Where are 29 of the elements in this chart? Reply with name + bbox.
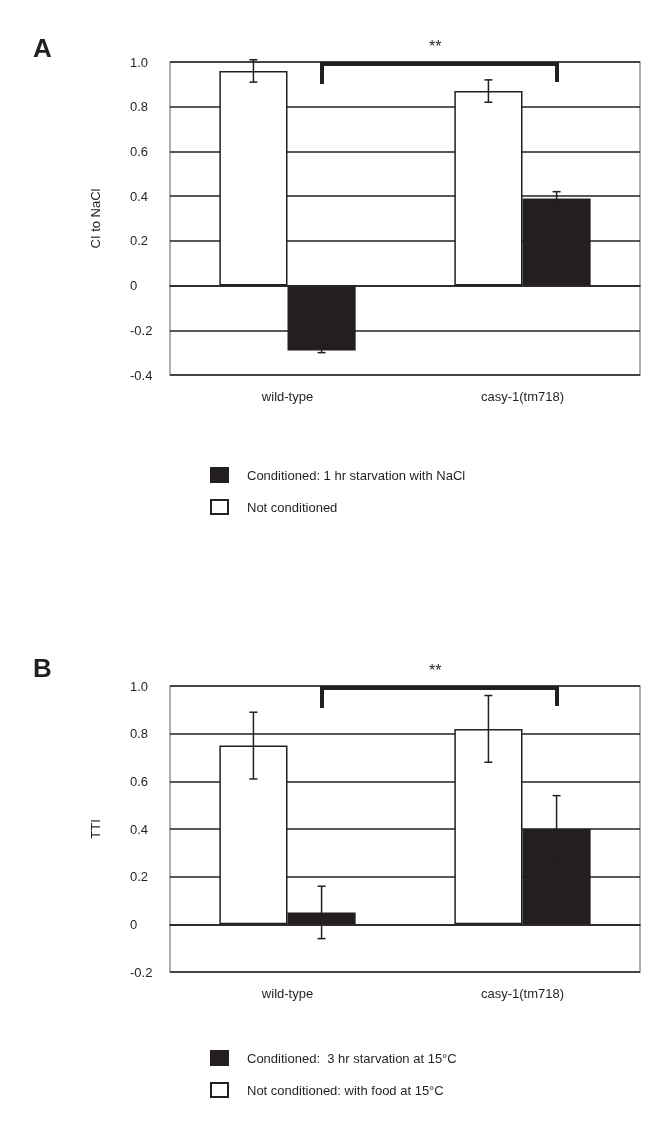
y-tick-label: 0.8 bbox=[130, 726, 149, 742]
legend-label: Not conditioned: with food at 15°C bbox=[247, 1082, 444, 1098]
y-tick-label: 0.8 bbox=[130, 99, 149, 115]
y-tick-label: 0.4 bbox=[130, 188, 149, 204]
x-tick-label: casy-1(tm718) bbox=[480, 389, 565, 404]
y-tick-label: 0.2 bbox=[130, 869, 149, 885]
y-tick-label: -0.4 bbox=[130, 367, 153, 383]
y-tick-label: 1.0 bbox=[130, 678, 149, 694]
y-axis-title: CI to NaCl bbox=[88, 188, 103, 249]
x-tick-label: wild-type bbox=[260, 986, 314, 1001]
y-tick-label: 0 bbox=[130, 278, 138, 294]
legend-label: Conditioned: 3 hr starvation at 15°C bbox=[247, 1050, 457, 1066]
y-tick-label: -0.2 bbox=[130, 322, 153, 338]
text: ** bbox=[429, 37, 442, 55]
y-tick-label: -0.2 bbox=[130, 964, 153, 980]
y-tick-label: 0.6 bbox=[130, 773, 149, 789]
x-tick-label: casy-1(tm718) bbox=[480, 986, 565, 1001]
y-tick-label: 0 bbox=[130, 916, 138, 932]
y-axis-title: TTI bbox=[88, 819, 103, 839]
chart-title: A bbox=[33, 33, 52, 63]
legend-label: Not conditioned bbox=[247, 499, 338, 515]
y-tick-label: 0.6 bbox=[130, 143, 149, 159]
y-tick-label: 1.0 bbox=[130, 54, 149, 70]
y-tick-label: 0.4 bbox=[130, 821, 149, 837]
y-tick-label: 0.2 bbox=[130, 233, 149, 249]
legend-label: Conditioned: 1 hr starvation with NaCl bbox=[247, 467, 466, 483]
chart-title: B bbox=[33, 653, 52, 683]
text: ** bbox=[429, 661, 442, 679]
x-tick-label: wild-type bbox=[260, 389, 314, 404]
